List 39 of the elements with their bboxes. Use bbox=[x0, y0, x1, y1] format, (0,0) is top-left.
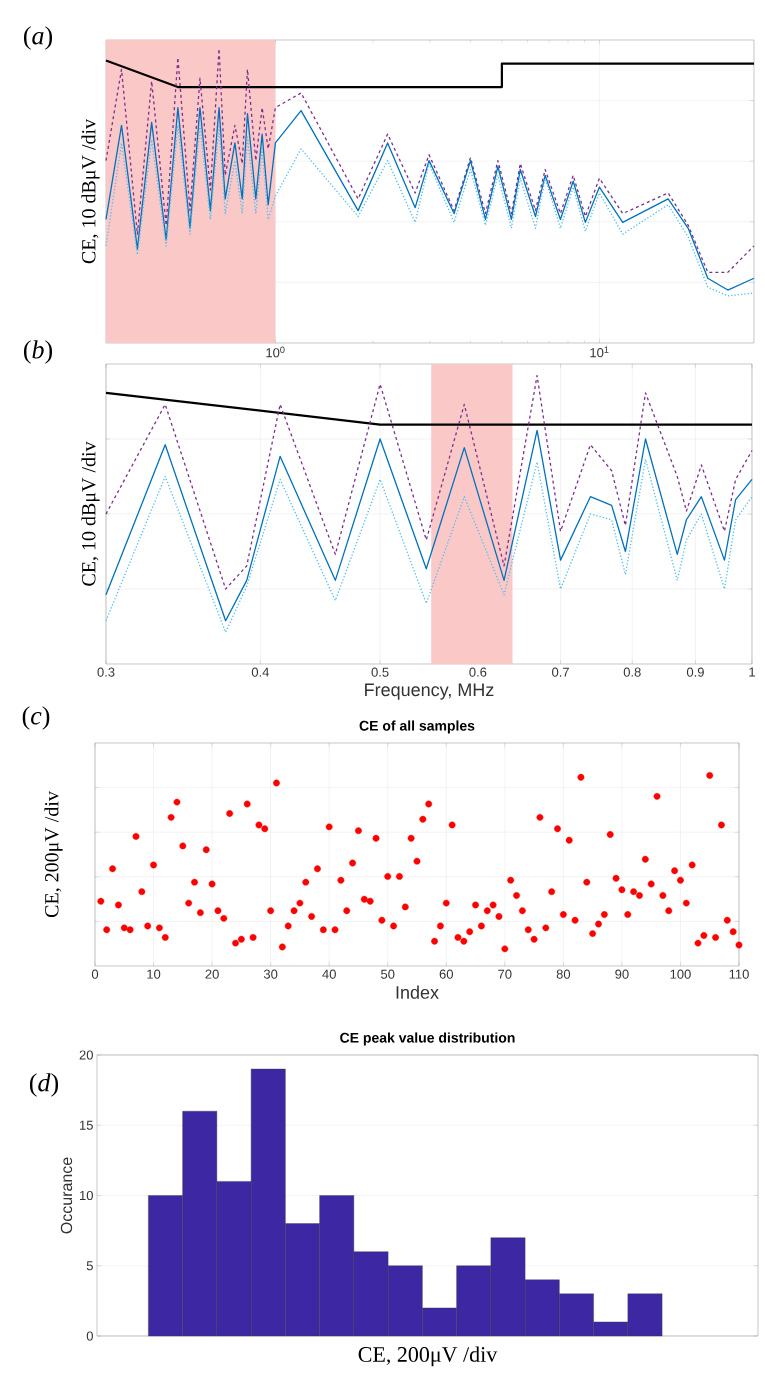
x-tick-label: 0.8 bbox=[623, 667, 641, 677]
x-tick-label: 0.9 bbox=[686, 667, 704, 677]
text: (c) bbox=[22, 706, 50, 730]
x-tick-label: 10 bbox=[147, 969, 161, 979]
y-axis-title: Occurance bbox=[60, 1157, 73, 1234]
x-tick-label: 80 bbox=[556, 969, 571, 979]
text: (b) bbox=[23, 340, 53, 364]
x-tick-label: 30 bbox=[263, 969, 278, 979]
x-tick-label: 60 bbox=[439, 969, 453, 979]
x-tick-label: 10$^{1}$ bbox=[590, 346, 609, 358]
x-tick-label: 40 bbox=[322, 969, 336, 979]
x-tick-label: 0.7 bbox=[552, 667, 569, 677]
chart-title: CE of all samples bbox=[359, 720, 475, 734]
x-axis-title: Frequency, MHz bbox=[365, 683, 494, 700]
y-axis-title: CE, 10 dBμV /div bbox=[81, 118, 100, 264]
text: (d) bbox=[29, 1073, 59, 1097]
x-tick-label: 0.6 bbox=[469, 667, 487, 677]
x-tick-label: 0.3 bbox=[97, 667, 115, 677]
x-tick-label: 110 bbox=[729, 969, 749, 979]
y-tick-label: 10 bbox=[79, 1190, 93, 1201]
x-axis-title: Index bbox=[396, 985, 439, 999]
x-tick-label: 50 bbox=[381, 969, 395, 979]
y-tick-label: 0 bbox=[86, 1331, 93, 1341]
chart-title: CE peak value distribution bbox=[340, 1032, 515, 1046]
text: (a) bbox=[23, 26, 53, 50]
y-tick-label: 20 bbox=[79, 1050, 93, 1060]
y-axis-title: CE, 10 dBμV /div bbox=[81, 441, 100, 586]
x-tick-label: 70 bbox=[498, 969, 512, 979]
y-tick-label: 15 bbox=[79, 1120, 93, 1130]
y-axis-title: CE, 200μV /div bbox=[44, 791, 63, 918]
x-tick-label: 0.4 bbox=[251, 667, 270, 677]
x-tick-label: 100 bbox=[670, 969, 691, 979]
x-axis-title: CE, 200μV /div bbox=[358, 1346, 498, 1367]
x-tick-label: 1 bbox=[749, 667, 755, 677]
y-tick-label: 5 bbox=[86, 1261, 93, 1271]
x-tick-label: 0.5 bbox=[371, 667, 389, 677]
x-tick-label: 20 bbox=[205, 969, 219, 979]
x-tick-label: 10$^{0}$ bbox=[266, 346, 285, 358]
x-tick-label: 90 bbox=[615, 969, 629, 979]
